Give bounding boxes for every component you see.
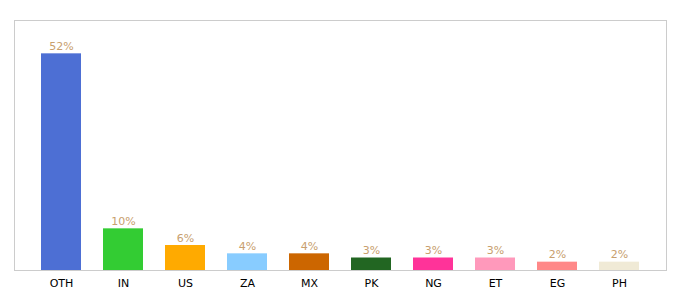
svg-text:OTH: OTH bbox=[50, 277, 74, 290]
svg-text:4%: 4% bbox=[301, 240, 318, 253]
svg-text:US: US bbox=[178, 277, 193, 290]
svg-text:ET: ET bbox=[489, 277, 503, 290]
svg-text:PK: PK bbox=[365, 277, 380, 290]
svg-text:4%: 4% bbox=[239, 240, 256, 253]
svg-text:2%: 2% bbox=[611, 248, 628, 261]
svg-text:3%: 3% bbox=[363, 244, 380, 257]
svg-text:52%: 52% bbox=[49, 40, 73, 53]
svg-text:IN: IN bbox=[118, 277, 129, 290]
svg-text:3%: 3% bbox=[425, 244, 442, 257]
svg-text:NG: NG bbox=[425, 277, 442, 290]
svg-text:MX: MX bbox=[301, 277, 318, 290]
svg-text:PH: PH bbox=[612, 277, 627, 290]
svg-text:6%: 6% bbox=[177, 232, 194, 245]
svg-text:EG: EG bbox=[550, 277, 565, 290]
svg-text:ZA: ZA bbox=[240, 277, 256, 290]
svg-text:2%: 2% bbox=[549, 248, 566, 261]
svg-text:3%: 3% bbox=[487, 244, 504, 257]
svg-text:10%: 10% bbox=[111, 215, 135, 228]
